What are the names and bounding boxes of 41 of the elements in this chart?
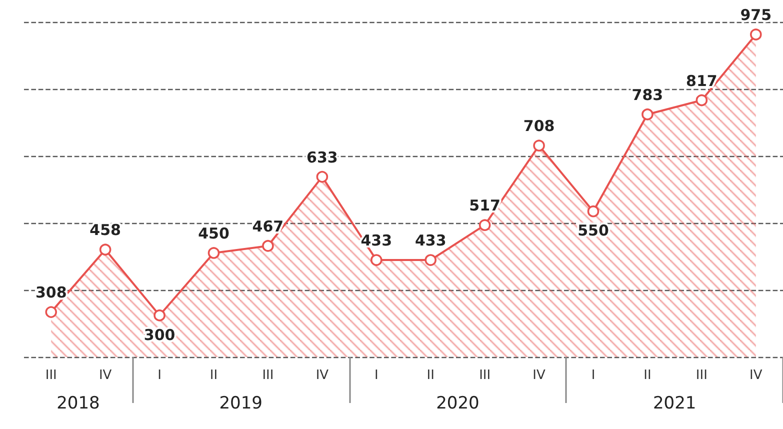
x-tick-label: I	[158, 368, 162, 383]
x-tick-label: IV	[98, 368, 112, 383]
point	[424, 254, 437, 266]
point	[99, 244, 112, 256]
point	[262, 240, 274, 252]
text: 2021	[652, 394, 696, 414]
data-label: 300	[144, 326, 176, 344]
point	[478, 219, 491, 231]
point	[533, 140, 545, 152]
x-tick-label: IV	[316, 368, 329, 383]
point	[208, 247, 220, 259]
point	[696, 94, 708, 106]
x-tick-label: I	[591, 368, 596, 383]
point	[642, 108, 654, 120]
data-label: 450	[198, 224, 230, 243]
point	[45, 306, 58, 318]
x-tick-label: III	[262, 368, 274, 383]
x-tick-label: II	[210, 368, 218, 383]
x-tick-label: I	[374, 368, 378, 383]
data-label: 708	[523, 117, 555, 136]
data-label: 550	[578, 222, 609, 240]
point	[750, 28, 762, 40]
data-label: 975	[740, 6, 772, 24]
x-tick-label: III	[479, 368, 491, 383]
x-tick-label: II	[426, 368, 434, 383]
data-label: 433	[414, 232, 446, 250]
x-tick-label: III	[45, 368, 57, 383]
text: 2018	[56, 394, 100, 414]
point	[154, 309, 166, 322]
x-tick-label: III	[696, 368, 708, 383]
point	[316, 170, 328, 183]
text: 2019	[219, 394, 262, 414]
x-tick-label: IV	[532, 368, 546, 383]
point	[370, 254, 382, 266]
data-label: 817	[686, 72, 718, 90]
data-label: 783	[632, 86, 664, 104]
point	[587, 205, 600, 218]
x-tick-label: IV	[750, 368, 762, 383]
text: 2020	[436, 394, 480, 414]
x-tick-label: II	[644, 368, 652, 383]
data-label: 458	[90, 221, 121, 240]
